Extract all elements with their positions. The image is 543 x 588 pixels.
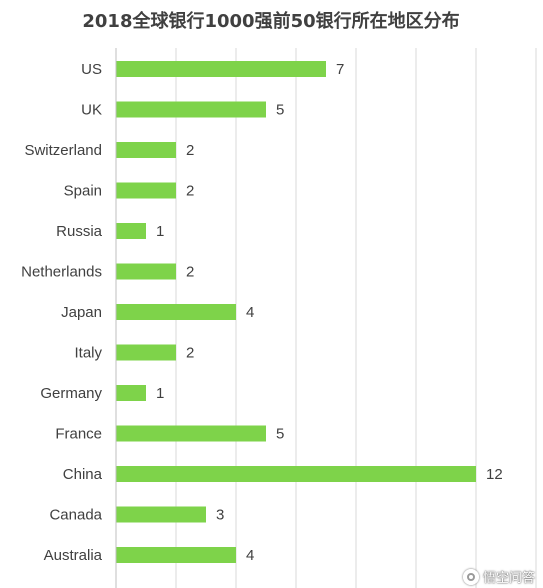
value-label: 3: [216, 507, 224, 524]
watermark-text: 悟空问答: [482, 571, 535, 586]
category-label: France: [55, 426, 102, 443]
value-label: 12: [486, 466, 503, 483]
value-label: 7: [336, 61, 344, 78]
bar-germany: [116, 385, 146, 401]
bars: [116, 61, 476, 563]
bar-japan: [116, 304, 236, 320]
bar-spain: [116, 182, 176, 199]
value-label: 4: [246, 547, 254, 564]
bar-china: [116, 466, 476, 482]
category-labels: US UK Switzerland Spain Russia Netherlands Jap…: [21, 61, 103, 564]
category-label: Japan: [61, 304, 102, 321]
watermark: 悟空问答: [462, 567, 535, 586]
bar-russia: [116, 223, 146, 239]
value-label: 4: [246, 304, 254, 321]
value-label: 2: [186, 183, 194, 200]
bar-switzerland: [116, 142, 176, 158]
bar-netherlands: [116, 263, 176, 280]
category-label: Switzerland: [24, 142, 102, 159]
gridlines: [175, 48, 537, 588]
value-label: 2: [186, 264, 194, 281]
bar-uk: [116, 101, 266, 118]
bar-australia: [116, 547, 236, 563]
category-label: Australia: [44, 547, 103, 564]
category-label: Italy: [74, 345, 102, 362]
category-label: Russia: [56, 223, 103, 240]
chart-title: 2018全球银行1000强前50银行所在地区分布: [82, 10, 459, 32]
bar-us: [116, 61, 326, 77]
category-label: UK: [81, 102, 102, 119]
category-label: US: [81, 61, 102, 78]
value-label: 5: [276, 102, 284, 119]
bar-italy: [116, 344, 176, 361]
category-label: Spain: [64, 183, 102, 200]
category-label: Canada: [49, 507, 102, 524]
value-label: 2: [186, 142, 194, 159]
value-label: 2: [186, 345, 194, 362]
wukong-logo-icon: [462, 568, 479, 585]
bar-canada: [116, 506, 206, 523]
value-label: 1: [156, 223, 164, 240]
value-label: 5: [276, 426, 284, 443]
category-label: Netherlands: [21, 264, 102, 281]
category-label: China: [63, 466, 103, 483]
value-label: 1: [156, 385, 164, 402]
bar-france: [116, 425, 266, 442]
category-label: Germany: [40, 385, 102, 402]
